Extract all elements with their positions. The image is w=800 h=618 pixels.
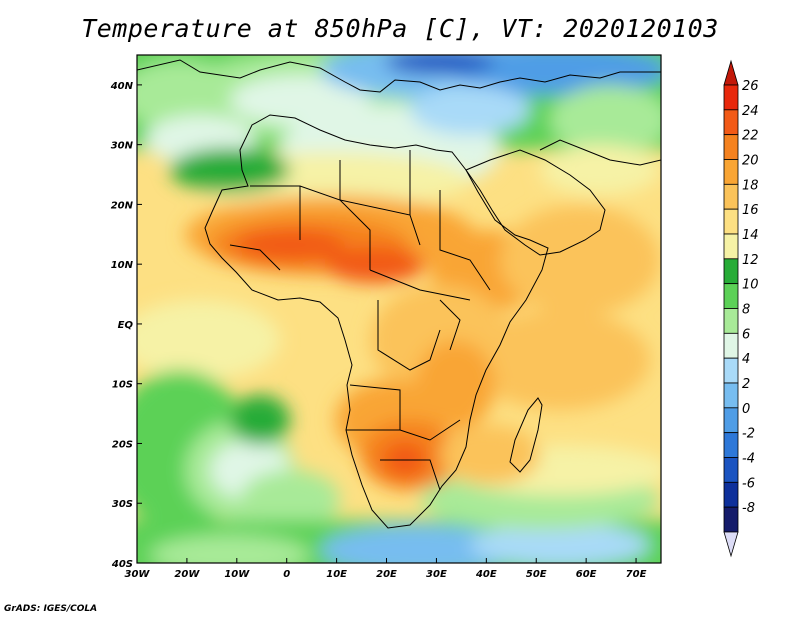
lon-tick-label: 70E [626,569,647,580]
colorbar-label: 24 [742,104,759,119]
colorbar-top-arrow [723,59,739,86]
grads-credit: GrADS: IGES/COLA [4,604,98,614]
colorbar-label: 2 [742,377,750,392]
colorbar-label: 20 [742,154,759,169]
colorbar-label: 4 [742,352,750,367]
longitude-axis: 30W 20W 10W 0 10E 20E 30E 40E 50E 60E 70E [125,558,647,580]
colorbar-segment [723,233,739,260]
colorbar-segment [723,283,739,309]
colorbar-segment [723,258,739,285]
colorbar-segment [723,332,739,359]
temperature-field [137,55,661,563]
lon-tick-label: 30W [125,569,151,580]
colorbar-segment [723,308,739,334]
colorbar-segment [723,506,739,533]
colorbar-bottom-arrow [723,531,739,558]
lon-tick-label: 10W [224,569,250,580]
colorbar-segment [723,208,739,235]
colorbar-segment [723,382,739,409]
latitude-axis: 40N 30N 20N 10N EQ 10S 20S 30S 40S [110,81,142,570]
lon-tick-label: 40E [475,569,497,580]
colorbar-label: 10 [742,278,759,293]
lon-tick-label: 20E [376,569,397,580]
lon-tick-label: 20W [174,569,200,580]
coastlines [137,59,661,529]
colorbar-label: 12 [742,253,759,268]
colorbar-segment [723,84,739,111]
lat-tick-label: 40S [111,559,133,570]
lon-tick-label: 0 [283,569,290,580]
lat-tick-label: 30N [111,141,134,152]
colorbar-segment [723,357,739,384]
colorbar-label: 6 [742,327,750,342]
colorbar-segment [723,134,739,160]
lon-tick-label: 60E [576,569,597,580]
map-frame [136,54,662,564]
colorbar-label: -8 [742,501,755,516]
colorbar-label: 16 [742,203,759,218]
colorbar-label: 0 [742,402,750,417]
lat-tick-label: 10N [111,260,134,271]
colorbar-label: 18 [742,178,759,193]
lon-tick-label: 30E [426,569,447,580]
colorbar-label: 22 [742,129,759,144]
lat-tick-label: 10S [112,380,133,391]
colorbar-label: -2 [742,427,755,442]
colorbar-label: -6 [742,476,755,491]
lon-tick-label: 10E [326,569,347,580]
lat-tick-label: 40N [110,81,134,92]
lon-tick-label: 50E [526,569,547,580]
colorbar-label: 14 [742,228,759,243]
colorbar-segment [723,159,739,185]
colorbar-label: 8 [742,303,750,318]
map-title: Temperature at 850hPa [C], VT: 202012010… [81,14,719,43]
lat-tick-label: EQ [118,320,134,331]
colorbar-segment [723,407,739,434]
colorbar-segment [723,109,739,136]
lat-tick-label: 20S [112,439,133,450]
colorbar-segment [723,481,739,508]
lat-tick-label: 30S [112,499,133,510]
colorbar-segment [723,457,739,483]
colorbar-label: 26 [742,79,759,94]
lat-tick-label: 20N [111,200,134,211]
colorbar-segment [723,183,739,210]
colorbar-segment [723,432,739,458]
colorbar-label: -4 [742,452,755,467]
